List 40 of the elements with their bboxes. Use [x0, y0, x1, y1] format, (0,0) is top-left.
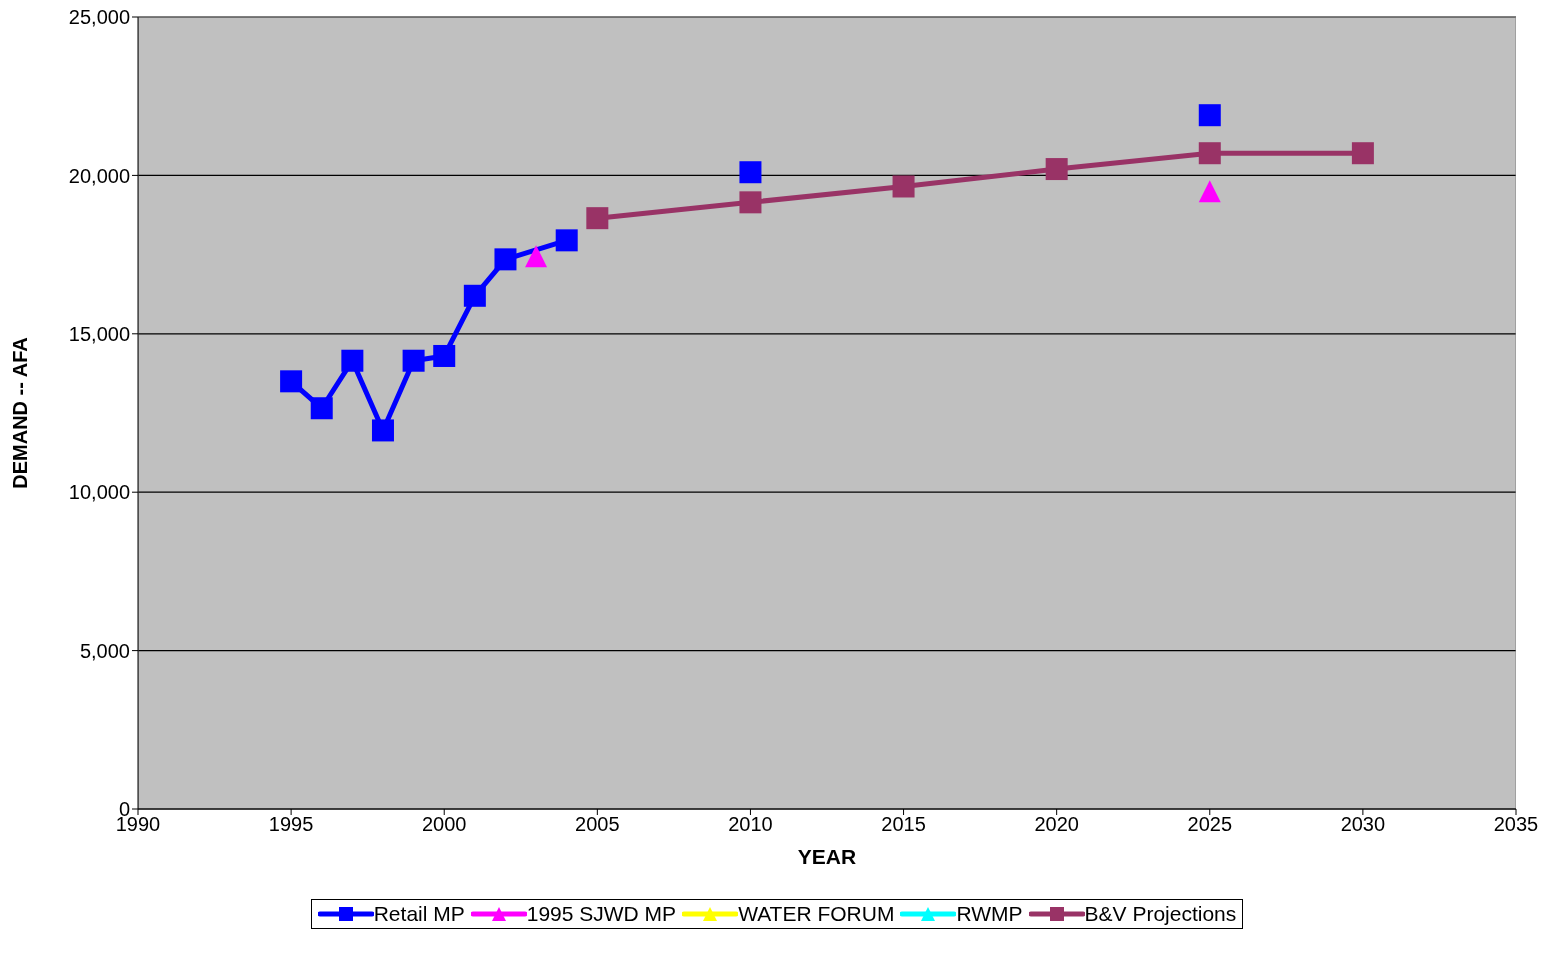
x-tick-label: 2005 [575, 813, 620, 836]
x-tick-label: 1995 [268, 813, 314, 836]
y-tick-label: 20,000 [68, 164, 130, 187]
point [341, 349, 364, 372]
x-tick-label: 2000 [421, 813, 467, 836]
x-tick-label: 2020 [1034, 813, 1079, 836]
point [1351, 142, 1374, 165]
y-tick-label: 5,000 [79, 639, 130, 662]
y-tick-label: 25,000 [68, 6, 130, 29]
point [586, 207, 609, 230]
x-tick-label: 2025 [1187, 813, 1233, 836]
point [739, 191, 762, 214]
point [371, 419, 394, 442]
point [1198, 142, 1221, 165]
point [280, 370, 303, 393]
x-tick-label: 2035 [1493, 813, 1539, 836]
legend-label: Retail MP [373, 902, 465, 926]
x-tick-label: 2030 [1340, 813, 1386, 836]
y-tick-label: 15,000 [68, 322, 130, 345]
point [1198, 104, 1221, 127]
point [892, 175, 915, 198]
x-axis-title: YEAR [797, 844, 857, 868]
point [555, 229, 578, 252]
point [310, 397, 333, 420]
legend-label: 1995 SJWD MP [526, 902, 677, 926]
point [463, 284, 486, 307]
point [739, 161, 762, 184]
point [402, 349, 425, 372]
point [494, 248, 517, 271]
y-axis-title: DEMAND -- AFA [9, 337, 32, 489]
point [433, 344, 456, 367]
legend-label: RWMP [956, 902, 1023, 926]
legend-label: WATER FORUM [738, 902, 895, 926]
point [1045, 158, 1068, 181]
point [1198, 180, 1221, 203]
y-tick-label: 10,000 [68, 481, 130, 504]
point [525, 245, 548, 268]
legend-label: B&V Projections [1084, 902, 1237, 926]
x-tick-label: 2010 [728, 813, 773, 836]
x-tick-label: 2015 [881, 813, 926, 836]
